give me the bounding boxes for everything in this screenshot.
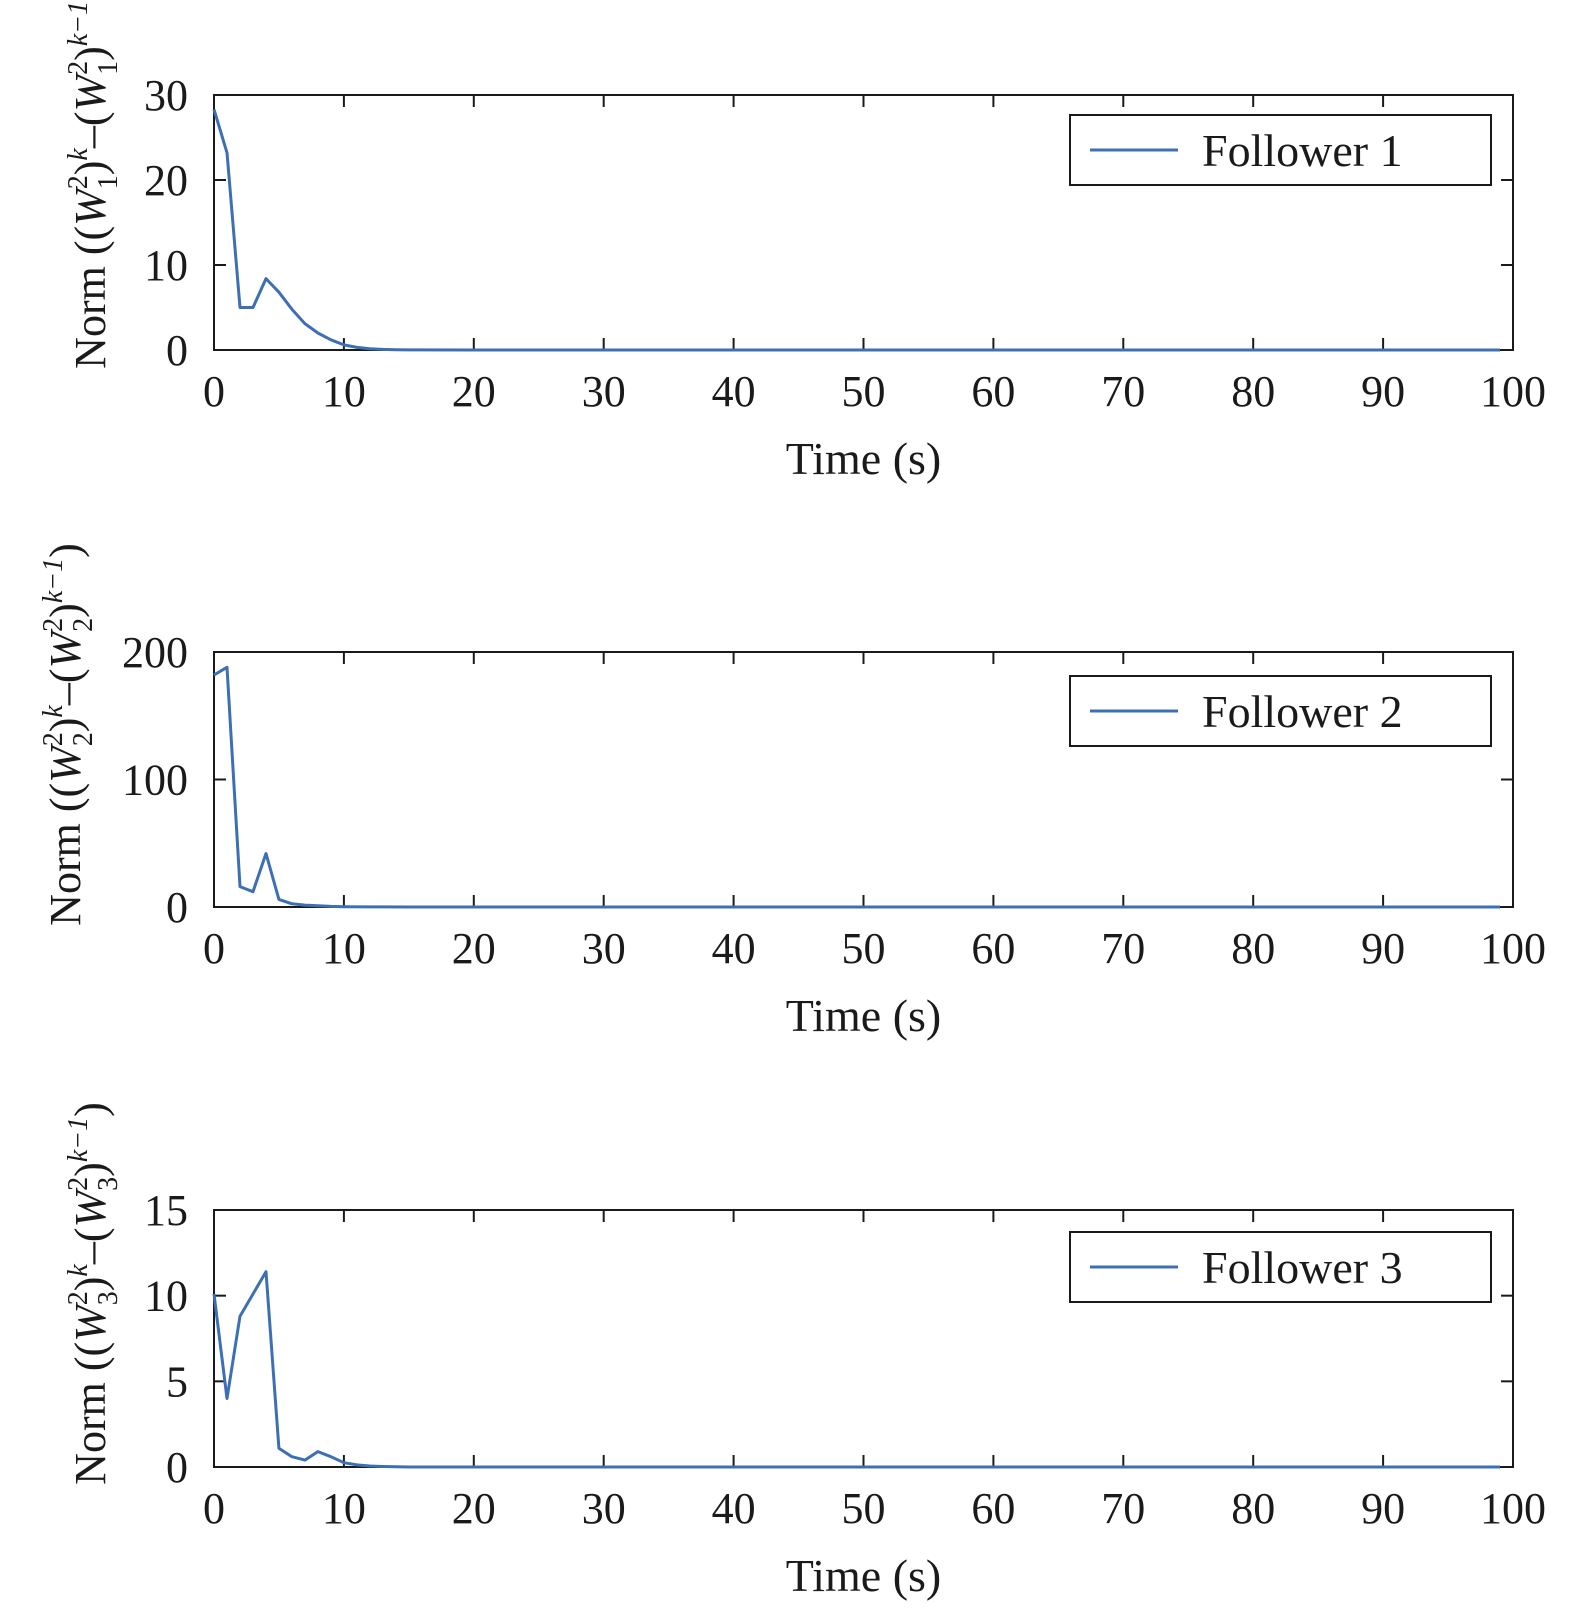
chart-panel-3: 0 10 20 30 40 50 60 70 80 90 100 0 5 10 15 Time (s) Norm… (63, 1102, 1546, 1601)
y-tick-label: 20 (144, 156, 188, 205)
y-tick-label: 15 (144, 1186, 188, 1235)
x-tick-label: 10 (322, 367, 366, 416)
y-tick-label: 200 (122, 628, 188, 677)
x-tick-label: 100 (1480, 367, 1546, 416)
y-tick-label: 10 (144, 1272, 188, 1321)
legend-label: Follower 3 (1202, 1242, 1403, 1293)
legend-label: Follower 1 (1202, 125, 1403, 176)
x-tick-label: 20 (452, 1484, 496, 1533)
y-axis-label: Norm ((W22)k–(W22)k−1) (38, 543, 99, 926)
x-tick-label: 100 (1480, 924, 1546, 973)
x-tick-label: 70 (1101, 924, 1145, 973)
y-axis-label: Norm ((W23)k–(W23)k−1) (63, 1102, 124, 1485)
x-tick-label: 70 (1101, 367, 1145, 416)
x-tick-label: 20 (452, 924, 496, 973)
y-tick-label: 30 (144, 71, 188, 120)
x-tick-label: 90 (1361, 367, 1405, 416)
x-tick-label: 80 (1231, 367, 1275, 416)
x-tick-label: 80 (1231, 924, 1275, 973)
y-tick-label: 10 (144, 241, 188, 290)
x-tick-label: 70 (1101, 1484, 1145, 1533)
y-tick-label: 100 (122, 756, 188, 805)
x-tick-label: 40 (712, 1484, 756, 1533)
chart-panel-2: 0 10 20 30 40 50 60 70 80 90 100 0 100 200 Time (s) Nor… (38, 543, 1546, 1041)
x-axis-label: Time (s) (786, 990, 942, 1041)
x-tick-label: 60 (971, 367, 1015, 416)
x-tick-label: 60 (971, 924, 1015, 973)
x-tick-label: 30 (582, 1484, 626, 1533)
series-line-3 (212, 1270, 1500, 1469)
x-tick-label: 0 (203, 367, 225, 416)
y-axis-label: Norm ((W21)k–(W21)k−1) (63, 0, 124, 369)
series-line-2 (213, 665, 1500, 909)
x-tick-label: 60 (971, 1484, 1015, 1533)
x-tick-label: 30 (582, 924, 626, 973)
x-tick-label: 100 (1480, 1484, 1546, 1533)
x-tick-label: 90 (1361, 924, 1405, 973)
y-tick-label: 5 (166, 1357, 188, 1406)
x-tick-label: 50 (842, 367, 886, 416)
x-tick-label: 10 (322, 1484, 366, 1533)
y-tick-label: 0 (166, 1443, 188, 1492)
x-tick-label: 50 (842, 1484, 886, 1533)
x-tick-label: 10 (322, 924, 366, 973)
x-tick-label: 40 (712, 924, 756, 973)
x-tick-label: 80 (1231, 1484, 1275, 1533)
x-tick-label: 50 (842, 924, 886, 973)
x-axis-label: Time (s) (786, 433, 942, 484)
x-tick-label: 90 (1361, 1484, 1405, 1533)
chart-panel-1: 0 10 20 30 40 50 60 70 80 90 100 0 10 20 30 Time (s) Nor… (63, 0, 1546, 484)
legend-label: Follower 2 (1202, 686, 1403, 737)
x-tick-label: 0 (203, 924, 225, 973)
x-tick-label: 30 (582, 367, 626, 416)
x-tick-label: 0 (203, 1484, 225, 1533)
series-line-1 (212, 108, 1500, 352)
x-axis-label: Time (s) (786, 1550, 942, 1601)
x-tick-label: 20 (452, 367, 496, 416)
y-tick-label: 0 (166, 326, 188, 375)
x-tick-label: 40 (712, 367, 756, 416)
y-tick-label: 0 (166, 883, 188, 932)
